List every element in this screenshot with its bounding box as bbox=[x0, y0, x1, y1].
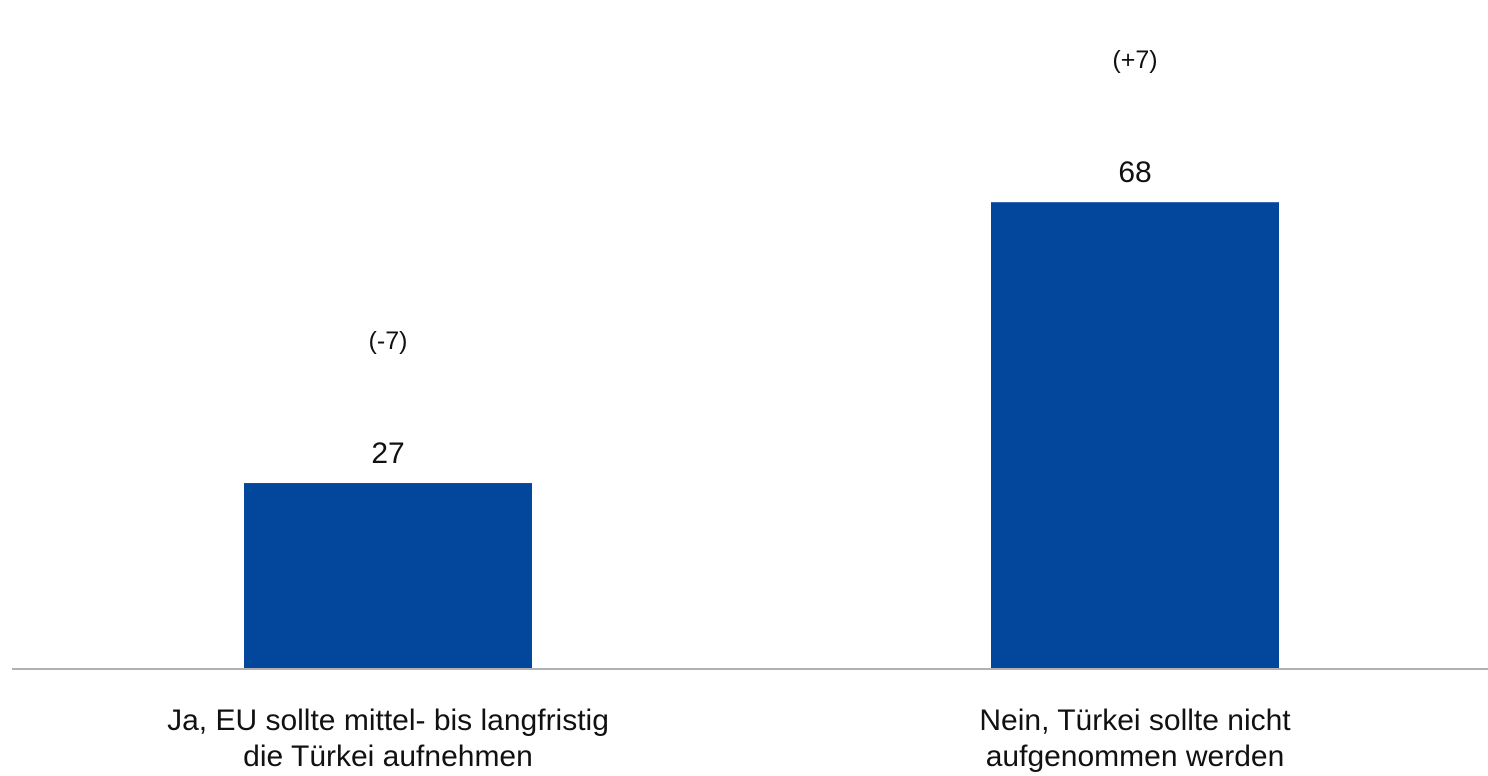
category-label-line: Ja, EU sollte mittel- bis langfristig bbox=[167, 704, 609, 737]
change-label-1: (-7) bbox=[369, 327, 408, 355]
change-label-2: (+7) bbox=[1112, 46, 1157, 74]
category-label-line: die Türkei aufnehmen bbox=[243, 740, 533, 773]
category-label-line: aufgenommen werden bbox=[986, 740, 1285, 773]
bar-2 bbox=[991, 202, 1279, 668]
value-label-2: 68 bbox=[1118, 156, 1151, 189]
value-label-1: 27 bbox=[371, 437, 404, 470]
change-labels-group: (-7) (+7) bbox=[369, 46, 1158, 355]
bars-group bbox=[244, 202, 1279, 668]
category-label-2: Nein, Türkei sollte nicht aufgenommen wer… bbox=[979, 704, 1291, 773]
category-labels-group: Ja, EU sollte mittel- bis langfristig die… bbox=[167, 704, 1291, 773]
bar-1 bbox=[244, 483, 532, 668]
category-label-line: Nein, Türkei sollte nicht bbox=[979, 704, 1291, 737]
category-label-1: Ja, EU sollte mittel- bis langfristig die… bbox=[167, 704, 609, 773]
value-labels-group: 27 68 bbox=[371, 156, 1151, 470]
